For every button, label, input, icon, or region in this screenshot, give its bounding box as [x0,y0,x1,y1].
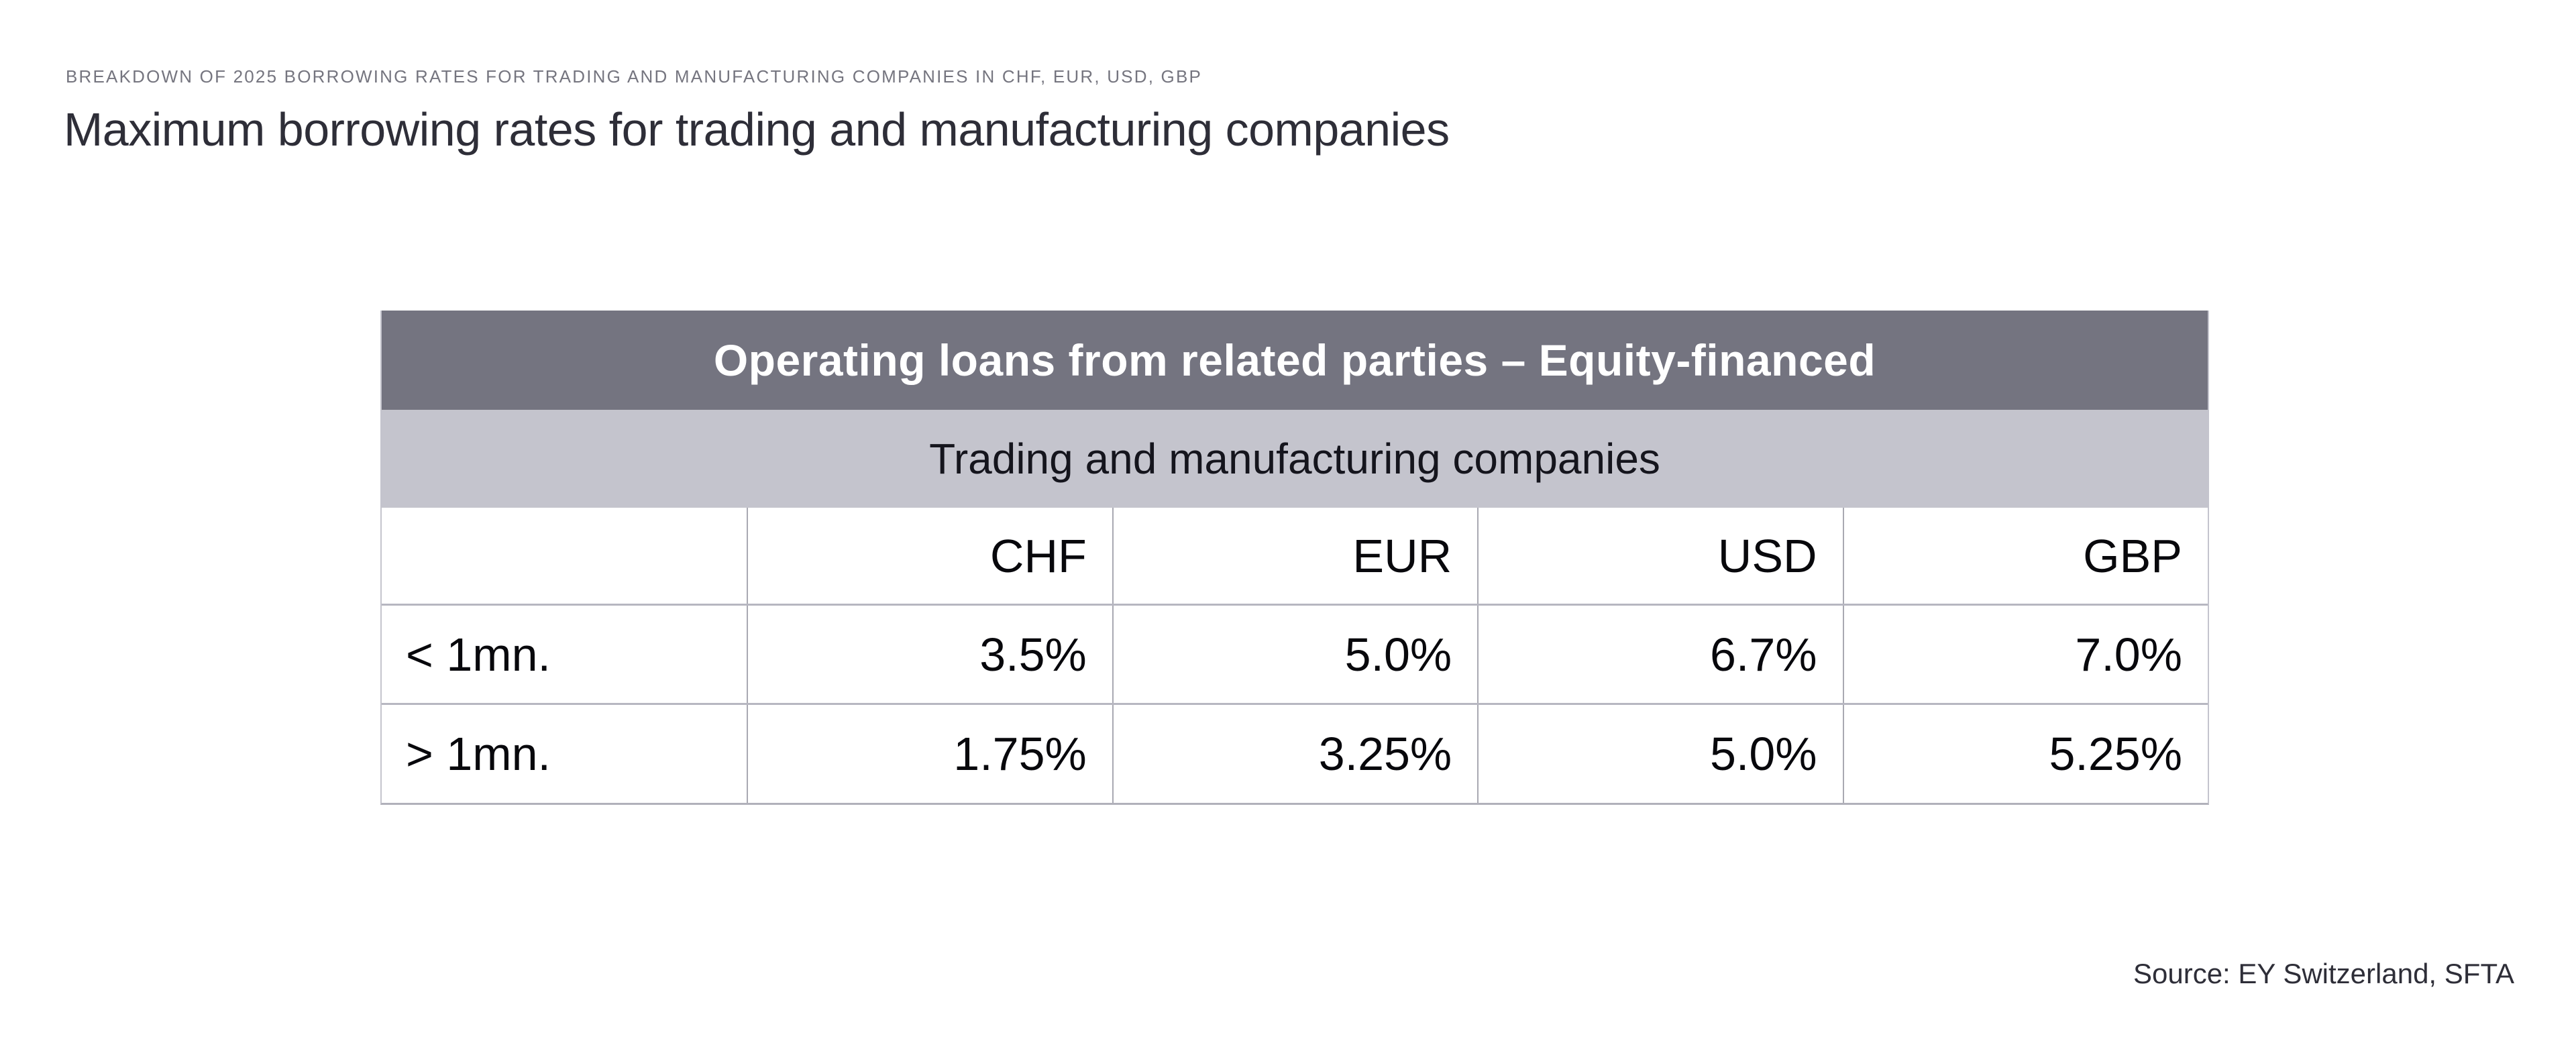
figure-eyebrow: BREAKDOWN OF 2025 BORROWING RATES FOR TR… [66,66,1203,87]
cell-under-1mn-gbp: 7.0% [1842,606,2208,703]
column-header-eur: EUR [1112,508,1477,604]
cell-under-1mn-usd: 6.7% [1477,606,1842,703]
cell-over-1mn-chf: 1.75% [747,705,1112,803]
table-row: < 1mn. 3.5% 5.0% 6.7% 7.0% [382,606,2208,705]
borrowing-rates-table: Operating loans from related parties – E… [380,311,2209,805]
column-header-chf: CHF [747,508,1112,604]
column-header-empty [382,508,747,604]
table-band-subtitle: Trading and manufacturing companies [382,410,2208,508]
cell-over-1mn-gbp: 5.25% [1842,705,2208,803]
cell-over-1mn-eur: 3.25% [1112,705,1477,803]
figure-title: Maximum borrowing rates for trading and … [64,103,1450,156]
table-column-header-row: CHF EUR USD GBP [382,508,2208,606]
table-row: > 1mn. 1.75% 3.25% 5.0% 5.25% [382,705,2208,803]
column-header-usd: USD [1477,508,1842,604]
column-header-gbp: GBP [1842,508,2208,604]
cell-under-1mn-chf: 3.5% [747,606,1112,703]
row-label-over-1mn: > 1mn. [406,728,551,780]
row-label-under-1mn: < 1mn. [406,628,551,681]
table-band-title: Operating loans from related parties – E… [382,311,2208,410]
cell-over-1mn-usd: 5.0% [1477,705,1842,803]
source-attribution: Source: EY Switzerland, SFTA [2133,958,2514,989]
cell-under-1mn-eur: 5.0% [1112,606,1477,703]
